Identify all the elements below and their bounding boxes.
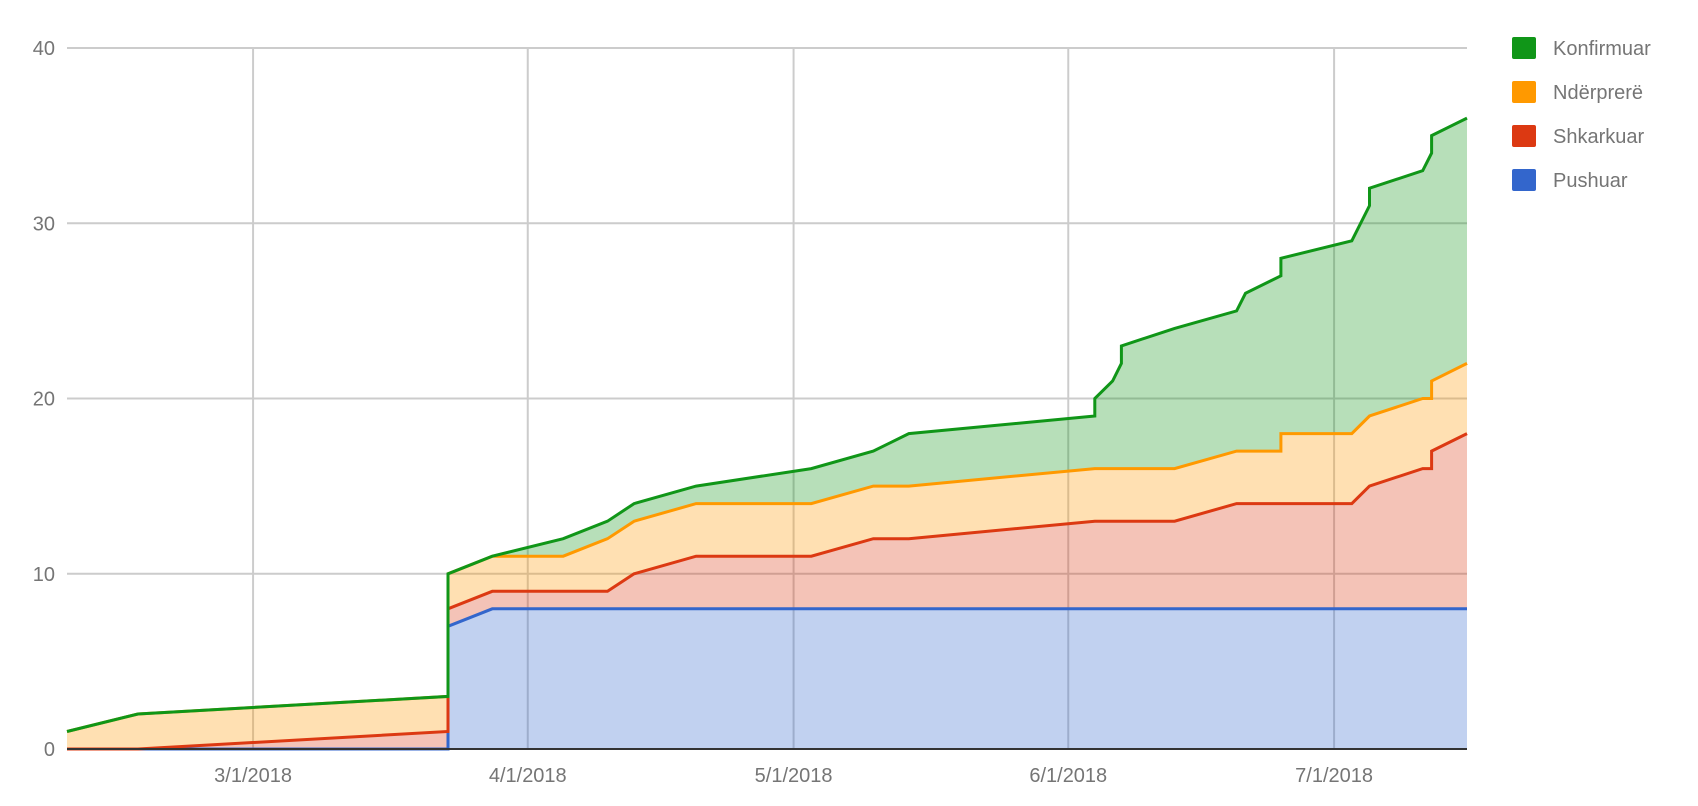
x-tick-label: 4/1/2018 bbox=[489, 765, 567, 787]
x-tick-label: 3/1/2018 bbox=[214, 765, 292, 787]
legend-swatch-pushuar bbox=[1512, 169, 1536, 191]
area-shkarkuar bbox=[67, 433, 1467, 749]
y-tick-label: 30 bbox=[33, 213, 55, 235]
y-tick-label: 0 bbox=[44, 739, 55, 761]
series-areas bbox=[67, 118, 1467, 749]
x-tick-label: 6/1/2018 bbox=[1029, 765, 1107, 787]
legend-swatch-ndrprer bbox=[1512, 81, 1536, 103]
line-konfirmuar bbox=[66, 116, 1468, 733]
y-tick-label: 10 bbox=[33, 564, 55, 586]
line-shkarkuar bbox=[67, 432, 1468, 751]
legend-swatch-shkarkuar bbox=[1512, 125, 1536, 147]
legend-label-konfirmuar: Konfirmuar bbox=[1553, 38, 1651, 60]
y-tick-label: 20 bbox=[33, 389, 55, 411]
y-tick-label: 40 bbox=[33, 38, 55, 60]
x-axis-ticks: 3/1/2018 4/1/2018 5/1/2018 6/1/2018 7/1/2018 bbox=[214, 765, 1373, 787]
legend-label-pushuar: Pushuar bbox=[1553, 170, 1628, 192]
area-konfirmuar bbox=[67, 118, 1467, 732]
legend-swatch-konfirmuar bbox=[1512, 37, 1536, 59]
x-tick-label: 7/1/2018 bbox=[1295, 765, 1373, 787]
line-ndrprer bbox=[66, 362, 1468, 733]
y-axis-ticks: 0 10 20 30 40 bbox=[33, 38, 55, 761]
legend-label-shkarkuar: Shkarkuar bbox=[1553, 126, 1644, 148]
x-tick-label: 5/1/2018 bbox=[755, 765, 833, 787]
legend-label-ndrprer: Ndërprerë bbox=[1553, 82, 1643, 104]
area-pushuar bbox=[67, 608, 1467, 749]
gridlines bbox=[67, 47, 1467, 749]
series-lines bbox=[66, 116, 1468, 751]
line-pushuar bbox=[67, 607, 1467, 751]
legend: Konfirmuar Ndërprerë Shkarkuar Pushuar bbox=[1512, 37, 1651, 192]
